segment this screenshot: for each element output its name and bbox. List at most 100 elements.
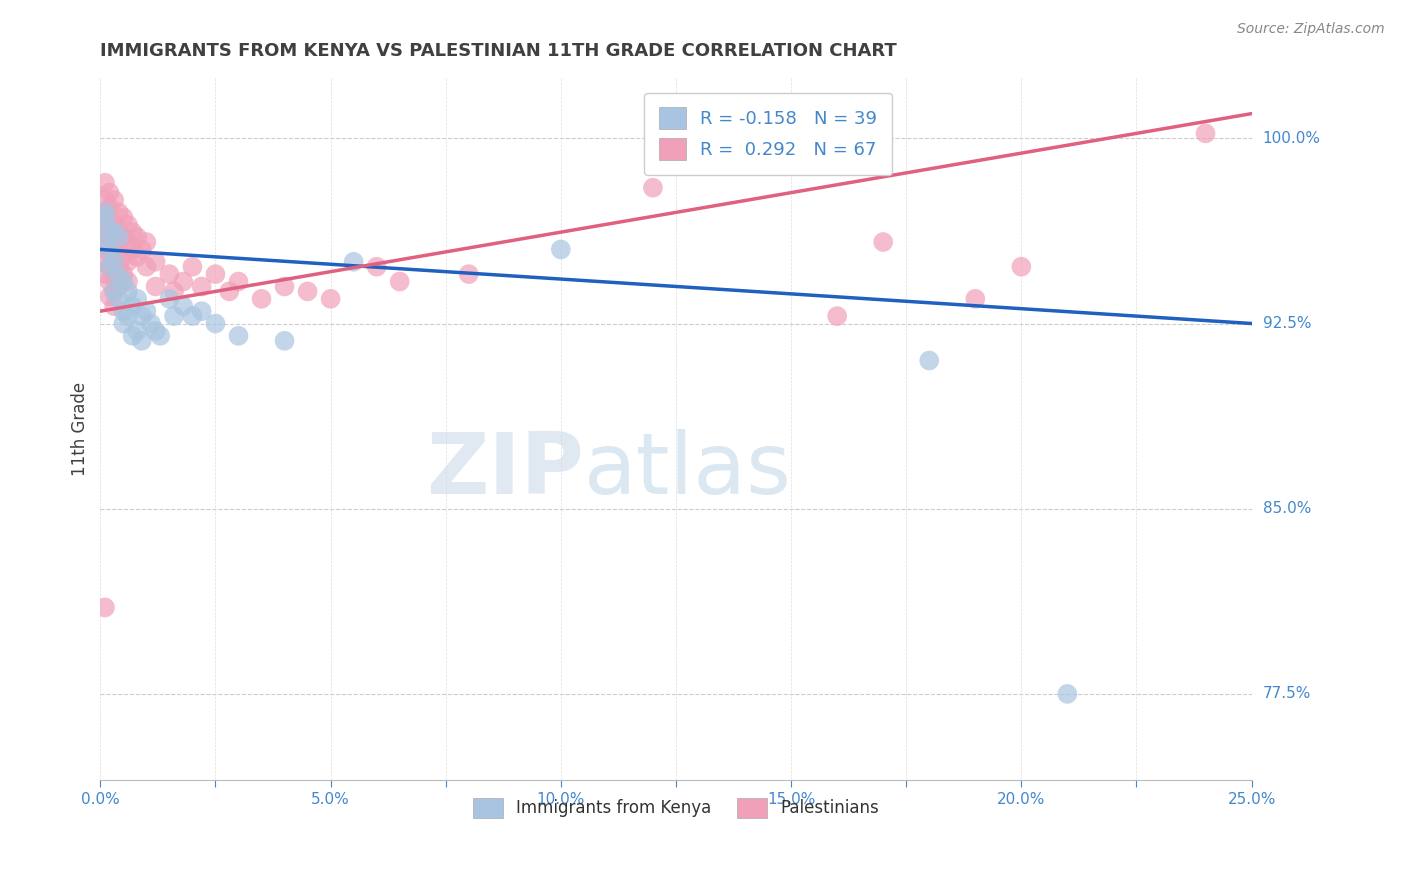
Point	[117, 235, 139, 249]
Point	[94, 218, 117, 232]
Point	[107, 269, 129, 284]
Point	[190, 304, 212, 318]
Point	[98, 201, 121, 215]
Point	[273, 279, 295, 293]
Point	[204, 267, 226, 281]
Point	[149, 329, 172, 343]
Point	[127, 250, 149, 264]
Point	[145, 279, 167, 293]
Point	[98, 260, 121, 274]
Point	[107, 279, 129, 293]
Point	[98, 222, 121, 236]
Point	[112, 275, 135, 289]
Point	[131, 309, 153, 323]
Text: Source: ZipAtlas.com: Source: ZipAtlas.com	[1237, 22, 1385, 37]
Point	[94, 254, 117, 268]
Point	[366, 260, 388, 274]
Point	[319, 292, 342, 306]
Point	[218, 285, 240, 299]
Point	[145, 254, 167, 268]
Point	[121, 225, 143, 239]
Point	[112, 267, 135, 281]
Point	[117, 275, 139, 289]
Point	[103, 299, 125, 313]
Point	[94, 243, 117, 257]
Point	[94, 267, 117, 281]
Point	[121, 329, 143, 343]
Point	[273, 334, 295, 348]
Point	[94, 193, 117, 207]
Point	[107, 205, 129, 219]
Point	[641, 180, 664, 194]
Point	[103, 285, 125, 299]
Point	[228, 329, 250, 343]
Point	[98, 275, 121, 289]
Point	[190, 279, 212, 293]
Point	[172, 275, 194, 289]
Point	[1194, 127, 1216, 141]
Point	[107, 243, 129, 257]
Point	[159, 292, 181, 306]
Point	[127, 230, 149, 244]
Point	[98, 230, 121, 244]
Text: IMMIGRANTS FROM KENYA VS PALESTINIAN 11TH GRADE CORRELATION CHART: IMMIGRANTS FROM KENYA VS PALESTINIAN 11T…	[100, 42, 897, 60]
Point	[139, 317, 162, 331]
Point	[121, 243, 143, 257]
Point	[94, 230, 117, 244]
Point	[98, 289, 121, 303]
Text: 77.5%: 77.5%	[1263, 686, 1310, 701]
Point	[135, 260, 157, 274]
Point	[107, 260, 129, 274]
Point	[107, 292, 129, 306]
Point	[103, 225, 125, 239]
Point	[297, 285, 319, 299]
Text: atlas: atlas	[583, 429, 792, 512]
Point	[94, 205, 117, 219]
Point	[103, 269, 125, 284]
Text: 92.5%: 92.5%	[1263, 316, 1312, 331]
Point	[98, 260, 121, 274]
Point	[103, 285, 125, 299]
Point	[172, 299, 194, 313]
Point	[131, 334, 153, 348]
Point	[103, 193, 125, 207]
Point	[103, 254, 125, 268]
Point	[127, 324, 149, 338]
Point	[181, 260, 204, 274]
Point	[825, 309, 848, 323]
Point	[103, 235, 125, 249]
Point	[457, 267, 479, 281]
Point	[107, 230, 129, 244]
Point	[250, 292, 273, 306]
Point	[112, 230, 135, 244]
Point	[135, 304, 157, 318]
Point	[872, 235, 894, 249]
Point	[204, 317, 226, 331]
Point	[94, 235, 117, 249]
Point	[94, 211, 117, 225]
Point	[112, 317, 135, 331]
Point	[117, 254, 139, 268]
Point	[94, 176, 117, 190]
Text: 85.0%: 85.0%	[1263, 501, 1310, 516]
Point	[127, 292, 149, 306]
Point	[131, 243, 153, 257]
Point	[228, 275, 250, 289]
Point	[163, 309, 186, 323]
Point	[107, 225, 129, 239]
Point	[117, 309, 139, 323]
Point	[343, 254, 366, 268]
Point	[94, 205, 117, 219]
Point	[117, 218, 139, 232]
Point	[98, 218, 121, 232]
Point	[98, 243, 121, 257]
Point	[388, 275, 411, 289]
Legend: Immigrants from Kenya, Palestinians: Immigrants from Kenya, Palestinians	[467, 791, 886, 825]
Point	[117, 285, 139, 299]
Point	[112, 211, 135, 225]
Point	[550, 243, 572, 257]
Text: ZIP: ZIP	[426, 429, 583, 512]
Point	[1056, 687, 1078, 701]
Point	[112, 304, 135, 318]
Point	[103, 254, 125, 268]
